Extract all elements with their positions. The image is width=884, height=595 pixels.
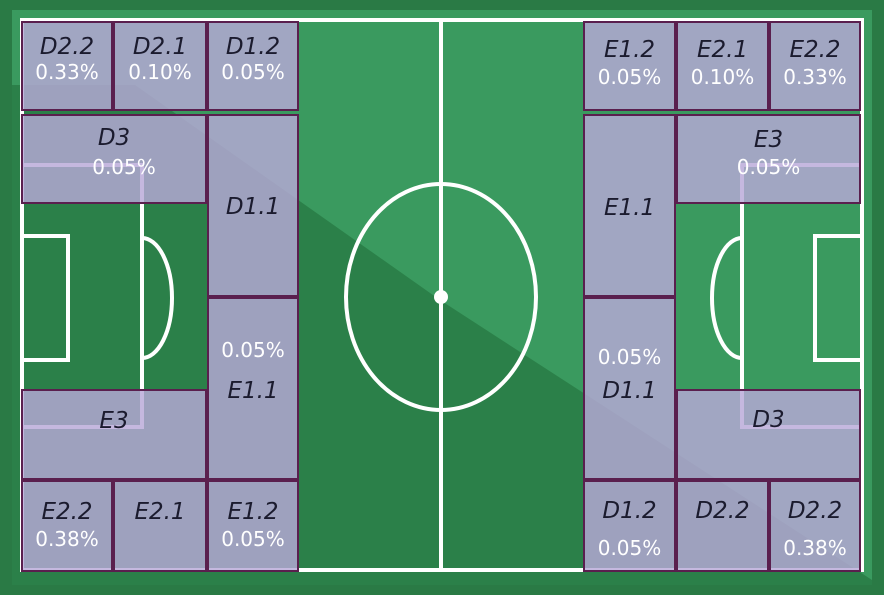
zone-left-d11: D1.1 bbox=[207, 114, 299, 297]
zone-left-d12-top: D1.2 0.05% bbox=[207, 21, 299, 111]
zone-percent: 0.05% bbox=[736, 155, 801, 179]
zone-percent: 0.05% bbox=[221, 338, 285, 362]
zone-left-e21-bottom: E2.1 bbox=[113, 480, 207, 572]
zone-label: E1.2 bbox=[227, 499, 279, 525]
zone-left-e22-bottom: E2.2 0.38% bbox=[21, 480, 113, 572]
zone-left-e3: E3 bbox=[21, 389, 207, 480]
zone-percent: 0.05% bbox=[597, 536, 662, 560]
zone-right-e21-top: E2.1 0.10% bbox=[676, 21, 769, 111]
zone-right-d22-bottom: D2.2 0.38% bbox=[769, 480, 861, 572]
zone-left-e11: 0.05% E1.1 bbox=[207, 297, 299, 480]
zone-right-d11: 0.05% D1.1 bbox=[583, 297, 676, 480]
zone-label: D2.2 bbox=[695, 498, 750, 524]
zone-percent: 0.05% bbox=[597, 65, 662, 89]
zone-left-d22-top: D2.2 0.33% bbox=[21, 21, 113, 111]
left-penalty-arc bbox=[141, 236, 174, 360]
zone-percent: 0.33% bbox=[783, 65, 847, 89]
center-spot bbox=[434, 290, 448, 304]
zone-percent: 0.33% bbox=[35, 60, 99, 84]
left-goal-area bbox=[20, 234, 70, 362]
zone-right-e3: E3 0.05% bbox=[676, 114, 861, 204]
zone-label: D3 bbox=[752, 407, 785, 433]
zone-percent: 0.05% bbox=[221, 60, 285, 84]
zone-percent: 0.10% bbox=[128, 60, 192, 84]
zone-right-d12-bottom: D1.2 0.05% bbox=[583, 480, 676, 572]
zone-percent: 0.10% bbox=[690, 65, 755, 89]
zone-percent: 0.05% bbox=[597, 345, 662, 369]
zone-right-d22-mid: D2.2 bbox=[676, 480, 769, 572]
zone-label: D1.1 bbox=[602, 378, 657, 404]
zone-right-d3: D3 bbox=[676, 389, 861, 480]
right-goal-area bbox=[813, 234, 864, 362]
zone-label: D1.2 bbox=[602, 498, 657, 524]
zone-label: E1.1 bbox=[227, 378, 279, 404]
zone-label: D1.2 bbox=[225, 34, 281, 60]
zone-label: D3 bbox=[97, 125, 131, 151]
zone-label: E1.1 bbox=[603, 195, 656, 221]
zone-label: E2.1 bbox=[696, 37, 749, 63]
zone-label: D1.1 bbox=[225, 194, 281, 220]
zone-label: E3 bbox=[753, 127, 784, 153]
zone-label: D2.1 bbox=[132, 34, 188, 60]
zone-percent: 0.38% bbox=[35, 527, 99, 551]
zone-right-e22-top: E2.2 0.33% bbox=[769, 21, 861, 111]
zone-label: E2.2 bbox=[789, 37, 841, 63]
zone-left-e12-bottom: E1.2 0.05% bbox=[207, 480, 299, 572]
zone-right-e11: E1.1 bbox=[583, 114, 676, 297]
zone-percent: 0.05% bbox=[221, 527, 285, 551]
right-penalty-arc bbox=[710, 236, 743, 360]
zone-label: D2.2 bbox=[787, 498, 843, 524]
zone-left-d21-top: D2.1 0.10% bbox=[113, 21, 207, 111]
zone-percent: 0.38% bbox=[783, 536, 847, 560]
pitch-lines bbox=[20, 18, 864, 572]
zone-label: E2.2 bbox=[41, 499, 93, 525]
zone-right-e12-top: E1.2 0.05% bbox=[583, 21, 676, 111]
zone-percent: 0.05% bbox=[92, 155, 156, 179]
zone-label: E1.2 bbox=[603, 37, 656, 63]
zone-label: E2.1 bbox=[134, 499, 186, 525]
zone-left-d3: D3 0.05% bbox=[21, 114, 207, 204]
zone-label: D2.2 bbox=[39, 34, 95, 60]
center-circle bbox=[344, 182, 538, 412]
zone-label: E3 bbox=[99, 408, 129, 434]
